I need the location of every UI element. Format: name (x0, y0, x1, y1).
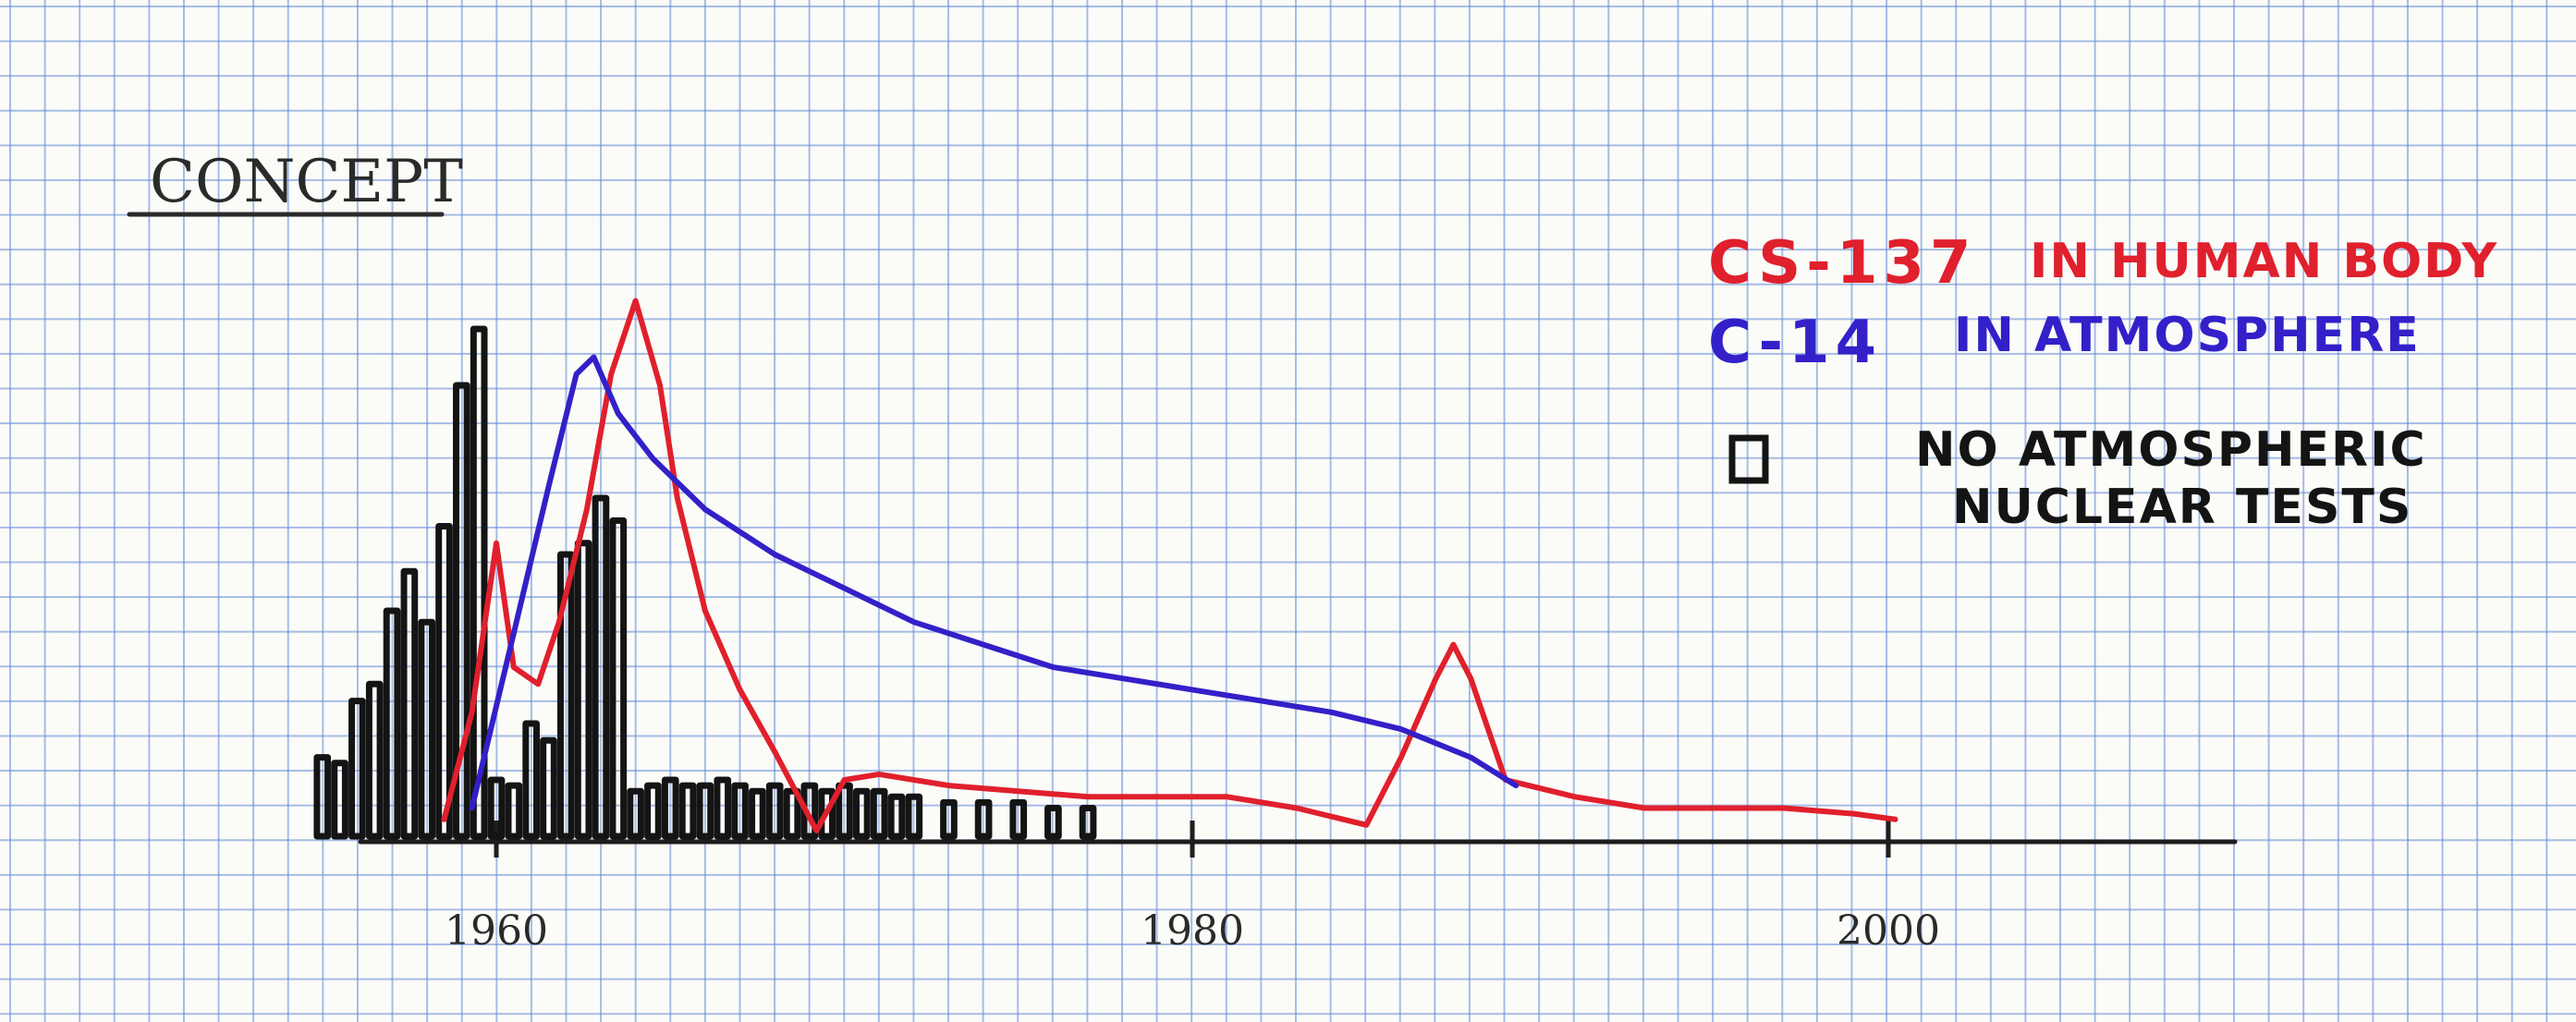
legend-c14-code: C-14 (1708, 309, 1882, 377)
nuclear-test-bar (313, 754, 332, 840)
nuclear-test-bar (852, 787, 871, 840)
nuclear-test-bar (731, 782, 749, 840)
legend-cs137-text: IN HUMAN BODY (2030, 234, 2498, 289)
nuclear-test-bar (556, 551, 575, 840)
nuclear-test-bar (887, 793, 906, 840)
nuclear-test-bar (749, 787, 766, 840)
nuclear-test-bar (418, 618, 436, 840)
x-tick-label: 1980 (1141, 907, 1244, 955)
nuclear-test-bar (783, 787, 801, 840)
nuclear-test-bar (574, 540, 592, 840)
legend-cs137-code: CS-137 (1708, 229, 1976, 298)
legend-tests-text-line2: NUCLEAR TESTS (1952, 480, 2412, 535)
nuclear-test-bar (870, 787, 888, 840)
cs137-line (441, 298, 1898, 833)
nuclear-test-bar (1009, 798, 1028, 840)
nuclear-test-bar (522, 720, 540, 840)
x-tick-label: 2000 (1837, 907, 1940, 955)
legend: CS-137 IN HUMAN BODY C-14 IN ATMOSPHERE … (1708, 229, 2498, 535)
c14-line (469, 354, 1520, 811)
x-axis-ticks: 1960 1980 2000 (445, 821, 1940, 955)
nuclear-test-bar (487, 776, 506, 840)
nuclear-test-bar (435, 523, 453, 840)
nuclear-test-bar (383, 607, 401, 840)
chart-title-group: CONCEPT (127, 148, 463, 217)
nuclear-test-bar (470, 325, 488, 840)
nuclear-test-bar (400, 567, 419, 840)
nuclear-test-bar (905, 793, 923, 840)
bar-square-icon (1728, 434, 1769, 484)
nuclear-test-bar (505, 782, 523, 840)
legend-tests-text-line1: NO ATMOSPHERIC (1915, 422, 2427, 478)
nuclear-test-bar (661, 776, 679, 840)
nuclear-test-bar (940, 798, 958, 840)
nuclear-test-bar (365, 680, 384, 840)
nuclear-test-bar (348, 698, 366, 840)
nuclear-test-bar (609, 517, 628, 840)
nuclear-test-bar (453, 382, 470, 840)
data-lines (441, 298, 1898, 833)
nuclear-test-bar (678, 782, 697, 840)
nuclear-test-bar (836, 782, 853, 840)
legend-c14-text: IN ATMOSPHERE (1954, 308, 2421, 363)
nuclear-test-bar (818, 787, 836, 840)
nuclear-test-bar (627, 787, 644, 840)
nuclear-tests-bars (313, 325, 1097, 840)
nuclear-test-bar (1079, 805, 1097, 840)
legend-item-c14: C-14 IN ATMOSPHERE (1708, 308, 2421, 377)
nuclear-test-bar (1044, 805, 1062, 840)
nuclear-test-bar (696, 782, 714, 840)
nuclear-test-bar (974, 798, 993, 840)
x-tick-label: 1960 (445, 907, 548, 955)
chart-title: CONCEPT (150, 148, 463, 216)
nuclear-test-bar (644, 782, 662, 840)
legend-item-cs137: CS-137 IN HUMAN BODY (1708, 229, 2498, 298)
nuclear-test-bar (765, 782, 784, 840)
legend-item-nuclear-tests: NO ATMOSPHERIC NUCLEAR TESTS (1728, 422, 2427, 535)
nuclear-test-bar (331, 760, 348, 840)
nuclear-test-bar (540, 736, 557, 840)
plot-area: 1960 1980 2000 (313, 298, 2238, 955)
nuclear-test-bar (592, 494, 610, 840)
nuclear-test-bar (714, 776, 732, 840)
